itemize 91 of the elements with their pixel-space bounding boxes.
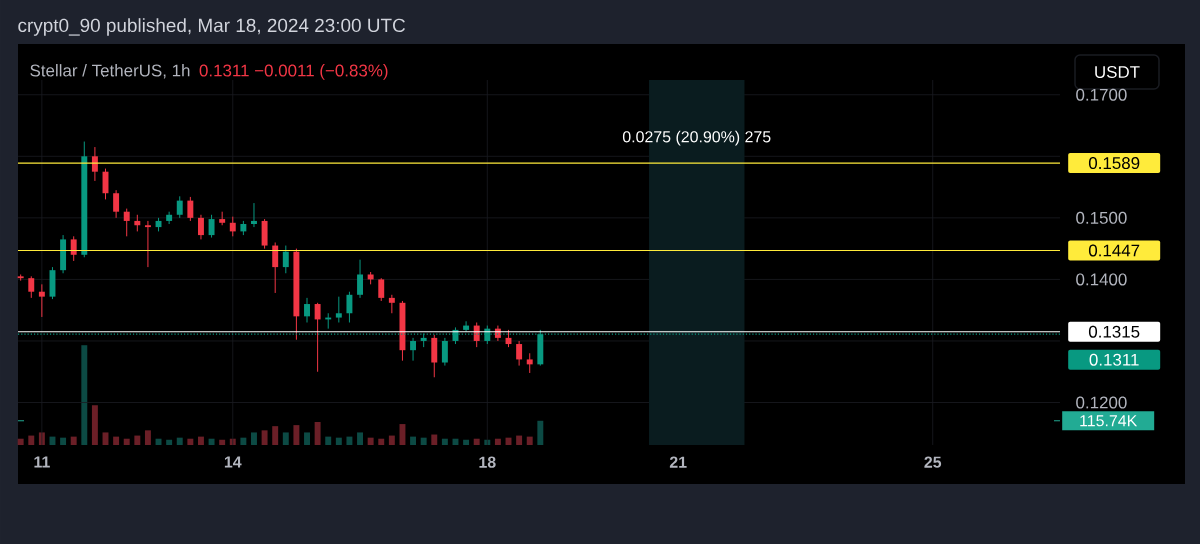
- bar: [219, 439, 226, 445]
- candlestick: [314, 302, 321, 373]
- candlestick: [357, 259, 363, 299]
- candlestick: [38, 283, 45, 318]
- candlestick: [335, 296, 342, 323]
- y-tick-label: 0.1200: [1076, 396, 1127, 409]
- bar: [325, 436, 332, 445]
- bar: [144, 430, 151, 445]
- bar: [282, 432, 289, 445]
- x-tick-label: 11: [34, 456, 50, 468]
- bar: [28, 435, 35, 445]
- bar: [346, 436, 353, 445]
- bar: [463, 439, 470, 445]
- bar: [155, 438, 162, 445]
- bar: [314, 421, 321, 445]
- bar: [166, 439, 173, 445]
- annotation: 0.0275 (20.90%) 275: [622, 130, 771, 146]
- text: 0.1311 −0.0011 (−0.83%): [199, 64, 388, 80]
- bar: [441, 438, 448, 445]
- bar: [91, 405, 98, 445]
- bar: [261, 430, 268, 445]
- bar: [251, 432, 257, 445]
- candlestick: [516, 340, 523, 367]
- candlestick: [70, 235, 77, 262]
- bar: [473, 438, 480, 445]
- candlestick: [304, 297, 310, 323]
- bar: [176, 437, 183, 445]
- bar: [537, 420, 544, 445]
- ref-line-label: 0.1311: [1089, 353, 1139, 366]
- candlestick: [463, 320, 470, 333]
- candlestick: [346, 291, 353, 323]
- bar: [81, 345, 88, 445]
- chart-title: crypt0_90 published, Mar 18, 2024 23:00 UTC: [18, 18, 405, 36]
- candlestick: [229, 216, 236, 237]
- candlestick: [388, 294, 395, 314]
- bar: [208, 438, 215, 445]
- bar: [367, 437, 374, 445]
- candlestick: [473, 322, 480, 348]
- candlestick: [91, 146, 98, 182]
- ref-line-label: 0.1447: [1088, 244, 1140, 257]
- x-tick-label: 18: [479, 456, 496, 468]
- bar: [123, 438, 130, 445]
- candlestick: [123, 208, 130, 237]
- y-tick-label: 0.1400: [1076, 273, 1127, 286]
- bar: [17, 438, 24, 445]
- candlestick: [197, 214, 204, 240]
- bar: [134, 435, 141, 445]
- bar: [399, 424, 406, 445]
- candlestick: [378, 277, 385, 302]
- bar: [420, 437, 427, 445]
- candlestick: [282, 245, 289, 274]
- candlestick: [208, 214, 215, 239]
- candlestick: [441, 337, 448, 367]
- ref-line-label: 0.1589: [1088, 157, 1140, 170]
- bar: [70, 436, 77, 445]
- bar: [272, 426, 279, 445]
- x-tick-label: 14: [224, 456, 242, 468]
- candlestick: [187, 196, 194, 222]
- candlestick: [176, 195, 183, 219]
- candlestick: [28, 275, 35, 299]
- bar: [410, 436, 417, 445]
- bar: [187, 438, 194, 445]
- y-axis-title: USDT: [1095, 65, 1140, 78]
- bar: [431, 434, 438, 445]
- bar: [516, 435, 523, 445]
- bar: [60, 437, 67, 445]
- candlestick: [410, 337, 417, 362]
- y2-tick-label: 115.74K: [1080, 415, 1138, 427]
- bar: [113, 436, 120, 445]
- y-tick-label: 0.1700: [1076, 88, 1127, 101]
- ref-line-label: 0.1315: [1088, 325, 1140, 338]
- candlestick: [113, 189, 120, 219]
- bar: [357, 432, 363, 445]
- bar: [197, 436, 204, 445]
- y-tick-label: 0.1500: [1076, 211, 1127, 224]
- bar: [494, 438, 501, 445]
- candlestick: [144, 220, 151, 268]
- bar: [293, 425, 300, 445]
- candlestick: [526, 352, 533, 374]
- chart-subtitle: Stellar / TetherUS, 1h: [30, 64, 190, 79]
- x-tick-label: 25: [924, 456, 942, 468]
- bar: [388, 435, 395, 445]
- bar: [378, 438, 385, 445]
- candlestick: [272, 241, 279, 294]
- candlestick: [166, 211, 173, 225]
- x-tick-label: 21: [669, 456, 687, 468]
- bar: [240, 437, 247, 445]
- candlestick: [251, 202, 257, 228]
- bar: [304, 432, 310, 445]
- bar: [335, 437, 342, 445]
- bar: [526, 436, 533, 445]
